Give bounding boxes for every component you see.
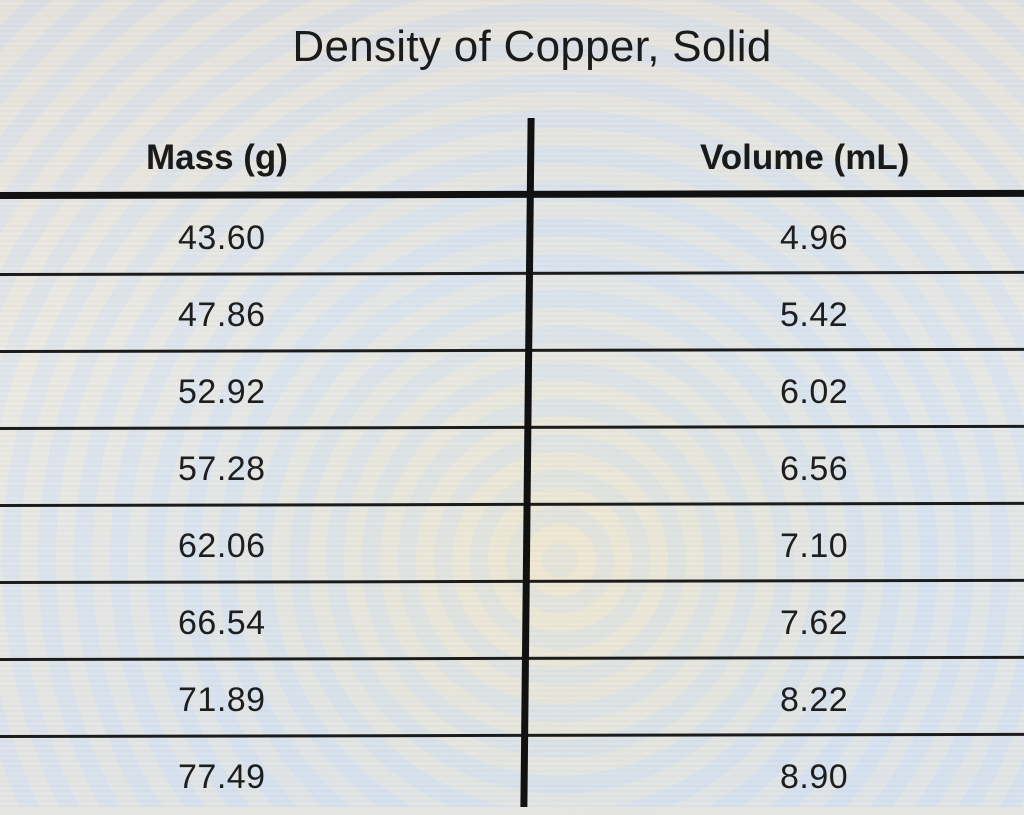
header-rule xyxy=(0,189,1024,199)
table-row: 77.49 8.90 xyxy=(0,738,1024,815)
table-row: 47.86 5.42 xyxy=(0,276,1024,353)
volume-cell: 7.10 xyxy=(780,527,849,565)
table-row: 62.06 7.10 xyxy=(0,507,1024,584)
mass-cell: 77.49 xyxy=(178,758,266,796)
table-header-row: Mass (g) Volume (mL) xyxy=(0,118,1024,194)
column-header-mass: Mass (g) xyxy=(146,138,288,177)
table-row: 43.60 4.96 xyxy=(0,199,1024,276)
mass-cell: 71.89 xyxy=(178,681,266,719)
data-table: Mass (g) Volume (mL) 43.60 4.96 47.86 5.42 5… xyxy=(0,118,1024,807)
mass-cell: 62.06 xyxy=(178,527,266,565)
column-header-volume: Volume (mL) xyxy=(700,138,910,177)
volume-cell: 4.96 xyxy=(780,219,849,257)
volume-cell: 8.22 xyxy=(780,681,849,719)
volume-cell: 6.56 xyxy=(780,450,849,488)
mass-cell: 47.86 xyxy=(178,296,266,334)
table-row: 57.28 6.56 xyxy=(0,430,1024,507)
volume-cell: 7.62 xyxy=(780,604,849,642)
table-row: 52.92 6.02 xyxy=(0,353,1024,430)
mass-cell: 66.54 xyxy=(178,604,266,642)
mass-cell: 57.28 xyxy=(178,450,266,488)
table-title: Density of Copper, Solid xyxy=(292,22,772,71)
volume-cell: 8.90 xyxy=(780,758,849,796)
table-row: 66.54 7.62 xyxy=(0,584,1024,661)
mass-cell: 52.92 xyxy=(178,373,266,411)
mass-cell: 43.60 xyxy=(178,219,266,257)
volume-cell: 6.02 xyxy=(780,373,849,411)
volume-cell: 5.42 xyxy=(780,296,849,334)
table-row: 71.89 8.22 xyxy=(0,661,1024,738)
